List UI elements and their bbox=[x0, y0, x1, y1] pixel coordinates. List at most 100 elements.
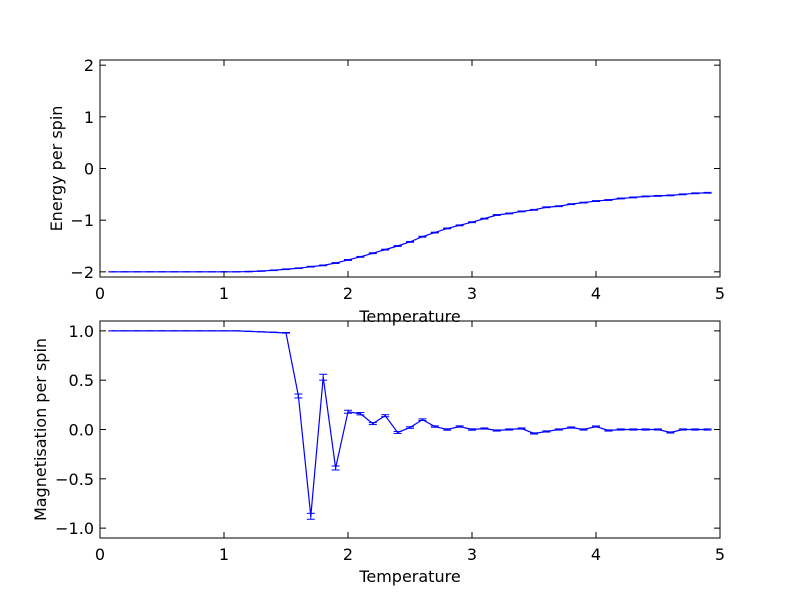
y-axis: −1.0 −0.5 0.0 0.5 1.0 bbox=[55, 322, 720, 538]
data-point bbox=[372, 422, 374, 425]
series-1 bbox=[108, 191, 712, 273]
x-tick-label: 2 bbox=[343, 284, 353, 303]
y-axis-label: Energy per spin bbox=[47, 106, 66, 232]
y-tick-label: −0.5 bbox=[55, 470, 94, 489]
data-point bbox=[583, 202, 585, 204]
data-point bbox=[136, 271, 138, 273]
data-point bbox=[235, 271, 237, 273]
data-point bbox=[669, 194, 672, 196]
data-point bbox=[669, 431, 672, 434]
data-point bbox=[446, 428, 448, 431]
data-point bbox=[595, 200, 597, 202]
y-axis: −2 −1 0 1 2 bbox=[70, 56, 720, 282]
data-point bbox=[446, 227, 448, 230]
y-tick-label: −1 bbox=[70, 211, 94, 230]
data-point bbox=[409, 241, 411, 243]
data-point bbox=[248, 330, 250, 332]
data-point bbox=[124, 271, 126, 273]
data-point bbox=[186, 271, 188, 273]
data-point bbox=[161, 271, 163, 273]
data-point bbox=[583, 428, 585, 431]
data-point bbox=[570, 203, 572, 205]
data-point bbox=[694, 428, 696, 431]
data-point bbox=[297, 395, 299, 397]
data-point bbox=[273, 269, 275, 271]
data-point bbox=[421, 419, 423, 421]
data-point bbox=[285, 268, 287, 270]
x-tick-label: 2 bbox=[343, 545, 353, 564]
data-point bbox=[707, 428, 709, 431]
data-point bbox=[111, 330, 113, 332]
plots: 0 1 2 3 4 5 −2 −1 0 1 2 Temperature Energy per spin 0… bbox=[31, 56, 725, 586]
data-point bbox=[335, 262, 337, 264]
data-point bbox=[620, 428, 622, 431]
x-axis-label: Temperature bbox=[358, 307, 460, 326]
data-point bbox=[694, 192, 696, 194]
series-1 bbox=[108, 330, 712, 520]
data-point bbox=[285, 332, 287, 334]
x-tick-label: 1 bbox=[219, 545, 229, 564]
data-point bbox=[347, 259, 349, 261]
data-point bbox=[149, 271, 151, 273]
x-tick-label: 5 bbox=[715, 545, 725, 564]
data-point bbox=[310, 515, 312, 517]
data-point bbox=[521, 210, 523, 212]
data-point bbox=[434, 425, 436, 428]
y-tick-label: −1.0 bbox=[55, 519, 94, 538]
data-point bbox=[397, 431, 399, 434]
data-point bbox=[682, 428, 684, 431]
data-point bbox=[235, 330, 237, 332]
x-tick-label: 1 bbox=[219, 284, 229, 303]
data-point bbox=[459, 224, 461, 226]
data-point bbox=[347, 411, 349, 413]
data-point bbox=[459, 425, 461, 428]
data-point bbox=[149, 330, 151, 332]
data-point bbox=[570, 426, 572, 429]
x-tick-label: 3 bbox=[467, 545, 477, 564]
data-point bbox=[397, 245, 399, 247]
x-tick-label: 3 bbox=[467, 284, 477, 303]
y-tick-label: 0.0 bbox=[69, 421, 94, 440]
data-point bbox=[372, 252, 374, 254]
x-tick-label: 4 bbox=[591, 284, 601, 303]
data-point bbox=[173, 330, 175, 332]
y-axis-label: Magnetisation per spin bbox=[31, 338, 50, 521]
data-point bbox=[335, 467, 337, 469]
chart-2: 0 1 2 3 4 5 −1.0 −0.5 0.0 0.5 1.0 Temperature Magnet… bbox=[31, 320, 725, 586]
data-point bbox=[310, 266, 312, 268]
data-point bbox=[198, 330, 200, 332]
y-tick-label: 0 bbox=[84, 160, 94, 179]
y-tick-label: 1.0 bbox=[69, 322, 94, 341]
data-point bbox=[508, 212, 510, 215]
data-point bbox=[483, 427, 485, 430]
data-point bbox=[384, 249, 386, 251]
data-point bbox=[483, 218, 485, 220]
data-point bbox=[533, 209, 535, 211]
data-point bbox=[359, 256, 361, 258]
data-point bbox=[359, 413, 361, 415]
y-tick-label: 1 bbox=[84, 108, 94, 127]
x-tick-label: 5 bbox=[715, 284, 725, 303]
x-axis: 0 1 2 3 4 5 bbox=[95, 321, 725, 564]
data-point bbox=[682, 193, 684, 195]
data-point bbox=[496, 214, 498, 216]
data-point bbox=[533, 432, 535, 435]
x-tick-label: 0 bbox=[95, 284, 105, 303]
data-point bbox=[657, 428, 659, 431]
y-tick-label: 2 bbox=[84, 56, 94, 75]
data-point bbox=[223, 330, 225, 332]
data-point bbox=[211, 271, 213, 273]
data-point bbox=[545, 206, 548, 208]
data-point bbox=[620, 197, 622, 200]
data-point bbox=[508, 428, 510, 431]
data-point bbox=[632, 428, 634, 431]
data-point bbox=[595, 425, 597, 428]
data-point bbox=[260, 331, 262, 333]
data-point bbox=[632, 196, 634, 199]
data-point bbox=[521, 427, 523, 430]
x-tick-label: 4 bbox=[591, 545, 601, 564]
data-point bbox=[186, 330, 188, 332]
data-point bbox=[434, 231, 436, 234]
data-point bbox=[384, 415, 386, 417]
data-point bbox=[607, 429, 610, 432]
